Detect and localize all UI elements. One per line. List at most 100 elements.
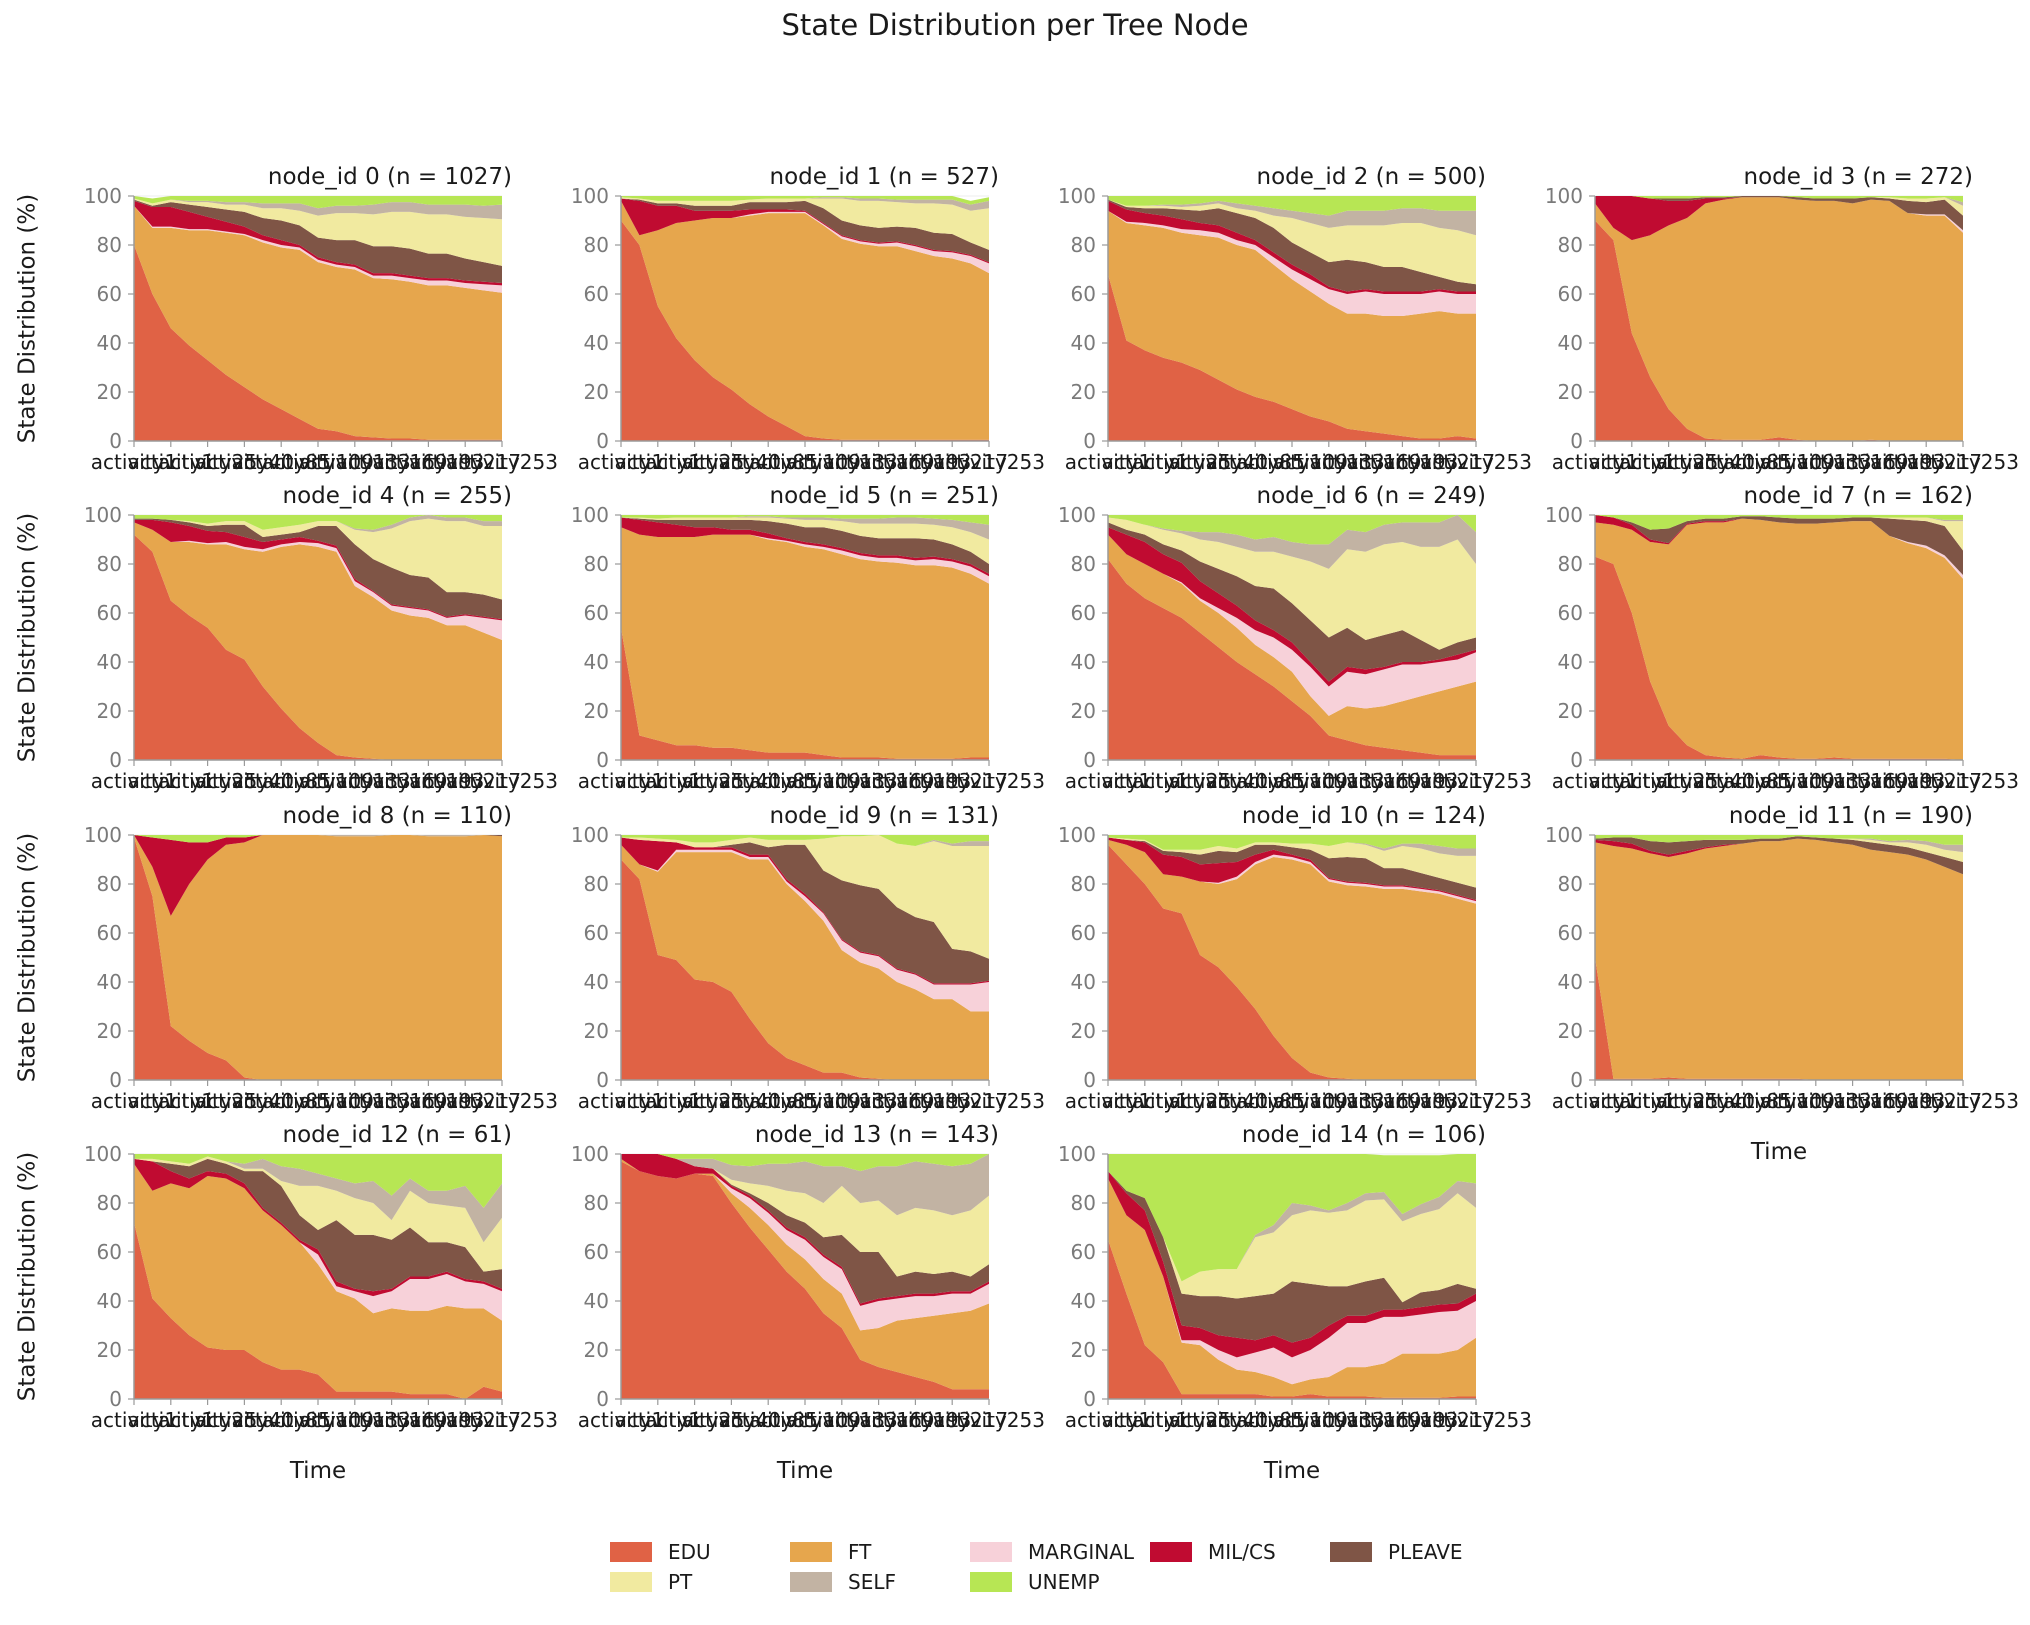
panel-9: 020406080100activity1activity1activity25… xyxy=(571,803,1045,1113)
x-tick-label: activity169 xyxy=(336,769,448,793)
x-tick-label: activity1 xyxy=(615,1408,701,1432)
area-mil-cs xyxy=(1595,838,1963,875)
panel-11: 020406080100activity1activity1activity25… xyxy=(1545,803,2019,1113)
x-tick-label: activity217 xyxy=(1383,1089,1495,1113)
legend-label: PT xyxy=(668,1570,693,1594)
panel-title: node_id 0 (n = 1027) xyxy=(268,164,512,190)
x-tick-label: activity253 xyxy=(446,450,558,474)
panel-title: node_id 11 (n = 190) xyxy=(1729,803,1973,829)
panel-7: 020406080100activity1activity1activity25… xyxy=(1545,483,2019,793)
y-tick-label: 100 xyxy=(84,184,122,208)
area-marginal xyxy=(621,1158,989,1331)
x-tick-label: activity25 xyxy=(158,1408,257,1432)
y-tick-label: 100 xyxy=(84,823,122,847)
x-tick-label: activity85 xyxy=(719,1089,818,1113)
x-tick-label: activity25 xyxy=(1619,450,1718,474)
y-tick-label: 60 xyxy=(1558,282,1583,306)
x-tick-label: activity85 xyxy=(1206,450,1305,474)
area-pleave xyxy=(1595,836,1963,875)
x-tick-label: activity169 xyxy=(1310,1408,1422,1432)
x-tick-label: activity133 xyxy=(786,1089,898,1113)
area-mil-cs xyxy=(134,519,502,621)
x-tick-label: activity85 xyxy=(1206,1089,1305,1113)
area-pleave xyxy=(1108,199,1476,292)
y-tick-label: 20 xyxy=(584,699,609,723)
x-tick-label: activity25 xyxy=(1132,450,1231,474)
y-tick-label: 0 xyxy=(596,429,609,453)
x-tick-label: activity133 xyxy=(1760,769,1872,793)
x-tick-label: activity253 xyxy=(446,1408,558,1432)
x-tick-label: activity193 xyxy=(859,1089,971,1113)
x-axis-label: Time xyxy=(289,1458,346,1484)
x-tick-label: activity133 xyxy=(786,450,898,474)
x-tick-label: activity169 xyxy=(1310,450,1422,474)
legend-item-unemp: UNEMP xyxy=(970,1570,1100,1594)
x-tick-label: activity169 xyxy=(823,1408,935,1432)
y-tick-label: 60 xyxy=(584,921,609,945)
x-tick-label: activity169 xyxy=(336,450,448,474)
y-tick-label: 80 xyxy=(584,872,609,896)
area-mil-cs xyxy=(1108,200,1476,294)
y-tick-label: 40 xyxy=(1071,970,1096,994)
x-tick-label: activity85 xyxy=(1693,769,1792,793)
y-tick-label: 100 xyxy=(1058,184,1096,208)
legend-swatch xyxy=(970,1572,1012,1592)
y-tick-label: 0 xyxy=(1570,429,1583,453)
x-tick-label: activity169 xyxy=(1310,1089,1422,1113)
y-tick-label: 80 xyxy=(1071,233,1096,257)
x-tick-label: activity217 xyxy=(409,1089,521,1113)
legend-item-pt: PT xyxy=(610,1570,692,1594)
area-mil-cs xyxy=(1108,1171,1476,1358)
x-tick-label: activity25 xyxy=(645,1408,744,1432)
x-tick-label: activity1 xyxy=(615,450,701,474)
y-tick-label: 20 xyxy=(1071,1019,1096,1043)
area-unemp xyxy=(1108,515,1476,545)
x-tick-label: activity253 xyxy=(933,769,1045,793)
x-tick-label: activity1 xyxy=(1065,769,1151,793)
y-tick-label: 40 xyxy=(584,331,609,355)
y-tick-label: 40 xyxy=(97,970,122,994)
x-tick-label: activity109 xyxy=(749,450,861,474)
y-tick-label: 80 xyxy=(1558,233,1583,257)
legend-item-pleave: PLEAVE xyxy=(1330,1540,1463,1564)
x-tick-label: activity253 xyxy=(1420,1089,1532,1113)
area-edu xyxy=(134,837,502,1080)
area-ft xyxy=(1108,534,1476,756)
x-tick-label: activity217 xyxy=(1383,769,1495,793)
x-axis-label: Time xyxy=(776,1458,833,1484)
panel-title: node_id 4 (n = 255) xyxy=(283,483,512,509)
area-self xyxy=(1108,1171,1476,1282)
y-tick-label: 80 xyxy=(1558,872,1583,896)
area-mil-cs xyxy=(134,200,502,286)
x-tick-label: activity85 xyxy=(232,1089,331,1113)
panel-title: node_id 14 (n = 106) xyxy=(1242,1122,1486,1148)
area-marginal xyxy=(1108,1178,1476,1385)
x-tick-label: activity253 xyxy=(933,1408,1045,1432)
legend-item-ft: FT xyxy=(790,1540,871,1564)
x-tick-label: activity40 xyxy=(682,1408,781,1432)
panel-0: 020406080100activity1activity1activity25… xyxy=(15,164,558,474)
area-ft xyxy=(1108,210,1476,439)
x-tick-label: activity109 xyxy=(1723,1089,1835,1113)
x-tick-label: activity169 xyxy=(1797,769,1909,793)
x-tick-label: activity85 xyxy=(232,1408,331,1432)
area-unemp xyxy=(134,1154,502,1208)
area-ft xyxy=(621,200,989,440)
x-tick-label: activity193 xyxy=(1833,769,1945,793)
x-tick-label: activity1 xyxy=(91,769,177,793)
area-edu xyxy=(621,627,989,760)
x-axis-label: Time xyxy=(1263,1458,1320,1484)
panel-1: 020406080100activity1activity1activity25… xyxy=(571,164,1045,474)
panel-title: node_id 3 (n = 272) xyxy=(1744,164,1973,190)
x-tick-label: activity193 xyxy=(372,1089,484,1113)
area-unemp xyxy=(134,515,502,530)
area-self xyxy=(134,835,502,843)
x-tick-label: activity253 xyxy=(1907,1089,2019,1113)
x-tick-label: activity1 xyxy=(578,1089,664,1113)
x-tick-label: activity40 xyxy=(682,769,781,793)
x-tick-label: activity193 xyxy=(1346,1408,1458,1432)
y-tick-label: 0 xyxy=(1083,429,1096,453)
area-unemp xyxy=(134,835,502,843)
x-tick-label: activity193 xyxy=(1346,450,1458,474)
x-tick-label: activity40 xyxy=(682,450,781,474)
